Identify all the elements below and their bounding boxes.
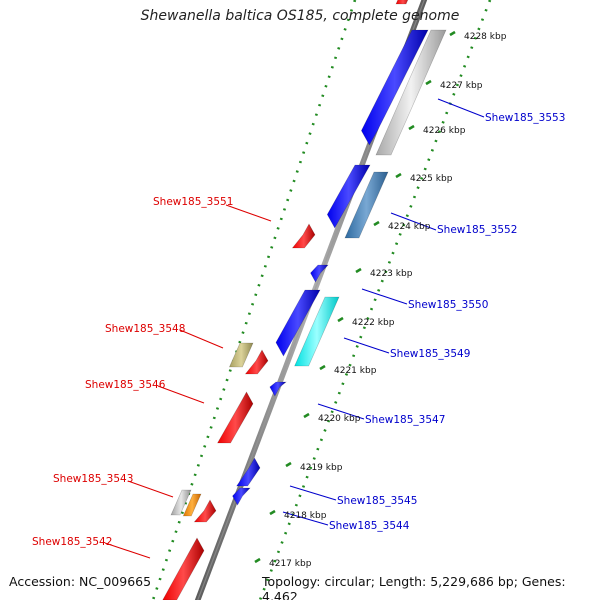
gene-label-leader: [104, 542, 151, 559]
kbp-label: 4219 kbp: [300, 463, 343, 473]
gene-feature[interactable]: [217, 391, 254, 444]
gene-label-leader: [289, 485, 337, 501]
kbp-tick: [337, 316, 344, 323]
gene-label-leader: [225, 204, 272, 222]
kbp-label: 4217 kbp: [269, 559, 312, 569]
gene-feature[interactable]: [170, 489, 192, 516]
kbp-label: 4224 kbp: [388, 222, 431, 232]
gene-feature[interactable]: [310, 264, 329, 283]
kbp-tick: [303, 412, 310, 419]
gene-label-left[interactable]: Shew185_3546: [85, 379, 166, 391]
gene-feature[interactable]: [294, 296, 340, 367]
gene-label-leader: [437, 98, 485, 118]
gene-label-right[interactable]: Shew185_3552: [437, 224, 517, 236]
kbp-tick: [269, 509, 276, 516]
kbp-label: 4227 kbp: [440, 81, 483, 91]
gene-feature[interactable]: [193, 499, 217, 523]
kbp-tick: [319, 364, 326, 371]
dotted-guide-line: [258, 0, 492, 600]
gene-feature[interactable]: [244, 349, 269, 375]
kbp-label: 4218 kbp: [284, 511, 327, 521]
gene-label-left[interactable]: Shew185_3551: [153, 196, 233, 208]
gene-feature[interactable]: [162, 537, 205, 600]
gene-label-leader: [390, 212, 437, 231]
gene-label-leader: [317, 403, 365, 420]
gene-label-leader: [361, 288, 408, 305]
gene-feature[interactable]: [361, 29, 429, 146]
gene-feature[interactable]: [236, 457, 261, 487]
kbp-label: 4223 kbp: [370, 269, 413, 279]
kbp-tick: [373, 220, 380, 227]
gene-feature[interactable]: [395, 0, 410, 5]
accession-text: Accession: NC_009665: [9, 574, 152, 589]
gene-label-left[interactable]: Shew185_3548: [105, 323, 185, 335]
gene-feature[interactable]: [232, 487, 251, 506]
gene-label-right[interactable]: Shew185_3547: [365, 414, 445, 426]
kbp-label: 4221 kbp: [334, 366, 377, 376]
gene-feature[interactable]: [182, 493, 202, 517]
kbp-label: 4222 kbp: [352, 318, 395, 328]
gene-label-right[interactable]: Shew185_3550: [408, 299, 488, 311]
kbp-label: 4220 kbp: [318, 414, 361, 424]
kbp-tick: [408, 124, 415, 131]
gene-feature[interactable]: [228, 342, 254, 368]
gene-label-leader: [157, 385, 205, 404]
gene-feature[interactable]: [375, 29, 447, 156]
kbp-tick: [425, 79, 432, 86]
kbp-tick: [355, 267, 362, 274]
kbp-tick: [254, 557, 261, 564]
kbp-label: 4228 kbp: [464, 32, 507, 42]
gene-feature[interactable]: [269, 381, 287, 397]
gene-feature[interactable]: [326, 164, 371, 229]
gene-label-right[interactable]: Shew185_3545: [337, 495, 417, 507]
genome-title: Shewanella baltica OS185, complete genom…: [140, 8, 460, 24]
gene-label-leader: [343, 337, 390, 354]
gene-label-right[interactable]: Shew185_3544: [329, 520, 410, 532]
gene-feature[interactable]: [344, 171, 389, 239]
gene-label-right[interactable]: Shew185_3549: [390, 348, 470, 360]
gene-feature[interactable]: [275, 289, 321, 357]
gene-feature[interactable]: [291, 223, 316, 249]
topology-text: Topology: circular; Length: 5,229,686 bp…: [262, 574, 566, 600]
gene-label-leader: [179, 329, 224, 349]
kbp-label: 4225 kbp: [410, 174, 453, 184]
gene-label-right[interactable]: Shew185_3553: [485, 112, 565, 124]
gene-label-left[interactable]: Shew185_3542: [32, 536, 112, 548]
kbp-tick: [285, 461, 292, 468]
kbp-label: 4226 kbp: [423, 126, 466, 136]
gene-label-left[interactable]: Shew185_3543: [53, 473, 133, 485]
gene-label-leader: [127, 480, 174, 498]
gene-label-leader: [282, 511, 329, 526]
kbp-tick: [449, 30, 456, 37]
kbp-tick: [395, 172, 402, 179]
